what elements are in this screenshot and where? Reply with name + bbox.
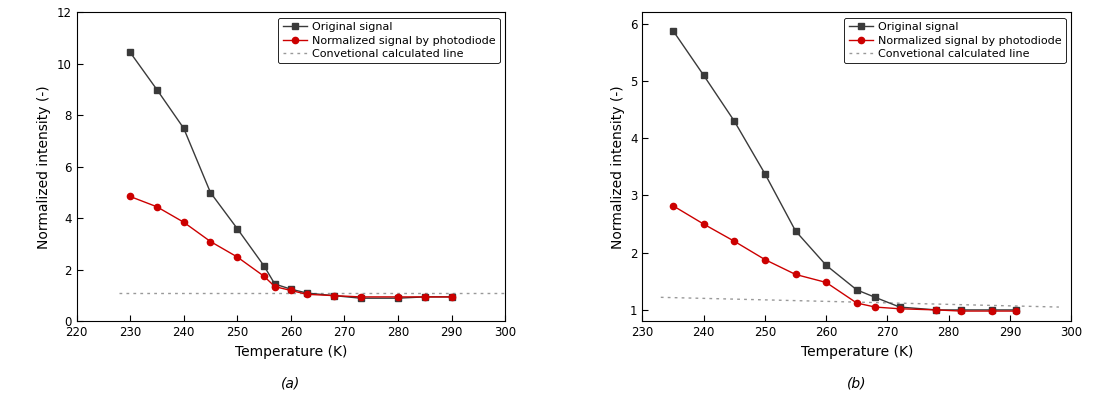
- Legend: Original signal, Normalized signal by photodiode, Convetional calculated line: Original signal, Normalized signal by ph…: [844, 18, 1066, 63]
- Normalized signal by photodiode: [177, 220, 190, 225]
- Normalized signal by photodiode: [258, 274, 271, 279]
- Normalized signal by photodiode: [930, 307, 943, 312]
- Original signal: [391, 296, 404, 301]
- Original signal: [327, 293, 340, 298]
- Original signal: [177, 126, 190, 131]
- Original signal: [268, 281, 281, 286]
- Normalized signal by photodiode: [391, 295, 404, 300]
- Original signal: [1010, 307, 1023, 312]
- Line: Original signal: Original signal: [670, 28, 1019, 313]
- Normalized signal by photodiode: [204, 239, 218, 244]
- Normalized signal by photodiode: [301, 292, 314, 297]
- Normalized signal by photodiode: [419, 295, 432, 300]
- Normalized signal by photodiode: [789, 272, 802, 277]
- Original signal: [419, 295, 432, 300]
- Normalized signal by photodiode: [1010, 309, 1023, 314]
- Normalized signal by photodiode: [759, 257, 772, 262]
- Normalized signal by photodiode: [284, 288, 297, 293]
- Text: (b): (b): [847, 377, 867, 391]
- Original signal: [151, 87, 164, 92]
- Original signal: [231, 226, 244, 231]
- Original signal: [667, 28, 680, 33]
- Normalized signal by photodiode: [697, 222, 710, 227]
- Normalized signal by photodiode: [985, 309, 998, 314]
- Normalized signal by photodiode: [667, 203, 680, 208]
- Normalized signal by photodiode: [893, 306, 906, 311]
- Line: Normalized signal by photodiode: Normalized signal by photodiode: [127, 193, 455, 300]
- Original signal: [284, 287, 297, 292]
- Original signal: [258, 264, 271, 269]
- Original signal: [124, 50, 137, 55]
- Original signal: [930, 307, 943, 312]
- Original signal: [789, 229, 802, 234]
- Original signal: [301, 290, 314, 295]
- Original signal: [728, 119, 741, 124]
- Original signal: [985, 307, 998, 312]
- Original signal: [820, 263, 833, 268]
- Normalized signal by photodiode: [820, 280, 833, 285]
- Normalized signal by photodiode: [354, 295, 367, 300]
- Normalized signal by photodiode: [268, 284, 281, 289]
- Line: Original signal: Original signal: [127, 49, 455, 301]
- Original signal: [697, 73, 710, 78]
- X-axis label: Temperature (K): Temperature (K): [800, 345, 913, 359]
- Original signal: [445, 295, 458, 300]
- Y-axis label: Normalized intensity (-): Normalized intensity (-): [37, 85, 51, 249]
- Original signal: [850, 288, 863, 293]
- Original signal: [759, 171, 772, 176]
- Normalized signal by photodiode: [728, 239, 741, 244]
- Normalized signal by photodiode: [869, 304, 882, 309]
- Normalized signal by photodiode: [445, 295, 458, 300]
- Normalized signal by photodiode: [231, 255, 244, 260]
- Normalized signal by photodiode: [124, 194, 137, 199]
- Original signal: [204, 190, 218, 195]
- Original signal: [354, 296, 367, 301]
- Y-axis label: Normalized intensity (-): Normalized intensity (-): [611, 85, 624, 249]
- Original signal: [869, 295, 882, 300]
- Normalized signal by photodiode: [327, 293, 340, 298]
- X-axis label: Temperature (K): Temperature (K): [235, 345, 348, 359]
- Line: Normalized signal by photodiode: Normalized signal by photodiode: [670, 203, 1019, 314]
- Normalized signal by photodiode: [954, 309, 967, 314]
- Original signal: [893, 304, 906, 309]
- Legend: Original signal, Normalized signal by photodiode, Convetional calculated line: Original signal, Normalized signal by ph…: [279, 18, 500, 63]
- Text: (a): (a): [281, 377, 301, 391]
- Normalized signal by photodiode: [151, 204, 164, 209]
- Original signal: [954, 307, 967, 312]
- Normalized signal by photodiode: [850, 301, 863, 306]
